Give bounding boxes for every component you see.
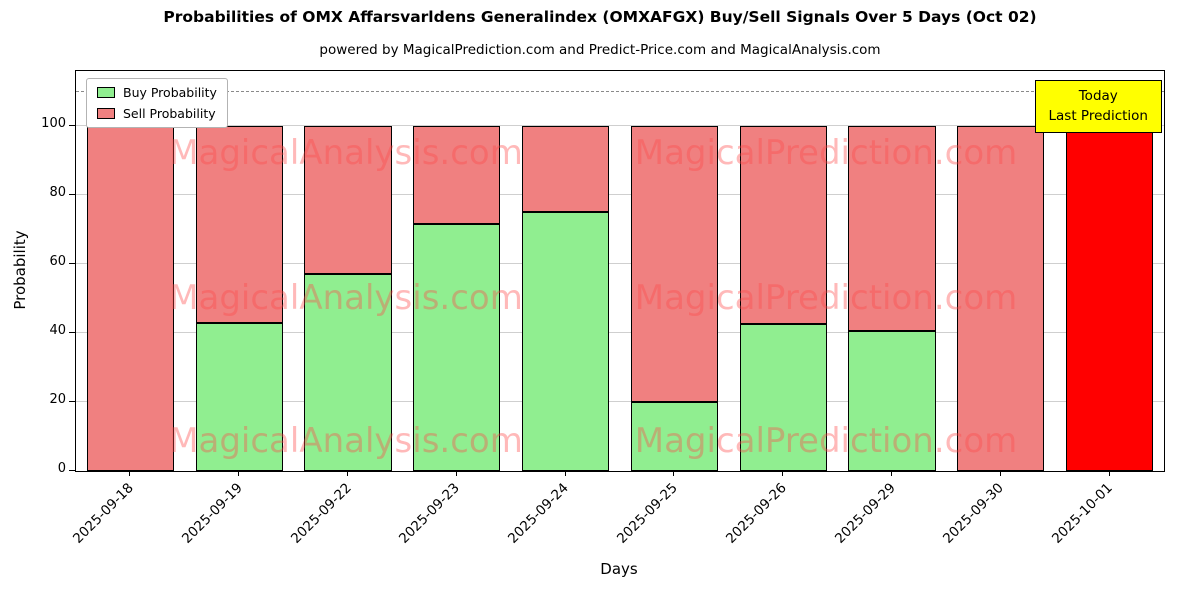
- x-tick-label: 2025-09-23: [396, 480, 464, 547]
- y-axis-label: Probability: [11, 230, 29, 310]
- legend-entry-sell: Sell Probability: [97, 106, 217, 121]
- sell-bar-segment: [86, 126, 174, 471]
- threshold-dashed-line: [76, 90, 1164, 92]
- buy-bar-segment: [848, 331, 936, 471]
- annotation-line-1: Today: [1078, 88, 1118, 104]
- y-tick-label: 80: [49, 185, 66, 201]
- gridline: [76, 125, 1164, 127]
- y-tick-mark: [69, 401, 75, 403]
- gridline: [76, 332, 1164, 334]
- gridline: [76, 194, 1164, 196]
- x-tick-mark: [129, 471, 131, 476]
- annotation-line-2: Last Prediction: [1048, 108, 1148, 125]
- buy-bar-segment: [739, 324, 827, 471]
- x-tick-label: 2025-09-25: [613, 480, 681, 547]
- buy-bar-segment: [522, 212, 610, 471]
- y-tick-mark: [69, 125, 75, 127]
- sell-bar-segment: [630, 126, 718, 403]
- x-axis-label: Days: [600, 560, 638, 578]
- legend: Buy Probability Sell Probability: [86, 78, 228, 128]
- x-tick-mark: [1108, 471, 1110, 476]
- y-tick-mark: [69, 194, 75, 196]
- x-tick-mark: [564, 471, 566, 476]
- legend-entry-buy: Buy Probability: [97, 85, 217, 100]
- x-tick-mark: [673, 471, 675, 476]
- sell-swatch-icon: [97, 108, 115, 119]
- x-tick-mark: [891, 471, 892, 476]
- buy-bar-segment: [413, 224, 501, 471]
- x-tick-mark: [347, 471, 348, 476]
- sell-bar-segment: [413, 126, 501, 225]
- gridline: [76, 263, 1164, 265]
- chart-title: Probabilities of OMX Affarsvarldens Gene…: [163, 8, 1037, 26]
- y-tick-label: 0: [57, 461, 66, 476]
- sell-bar-segment: [195, 126, 283, 323]
- x-tick-mark: [455, 471, 457, 476]
- chart-subtitle: powered by MagicalPrediction.com and Pre…: [319, 42, 881, 58]
- sell-bar-segment: [1066, 126, 1154, 471]
- x-tick-label: 2025-10-01: [1049, 480, 1116, 547]
- legend-label-buy: Buy Probability: [123, 85, 217, 100]
- plot-area: Buy Probability Sell Probability Today L…: [75, 70, 1165, 472]
- buy-bar-segment: [195, 322, 283, 471]
- sell-bar-segment: [739, 126, 827, 325]
- y-tick-mark: [69, 470, 75, 471]
- x-tick-label: 2025-09-24: [505, 480, 572, 547]
- x-tick-label: 2025-09-30: [940, 480, 1008, 547]
- y-tick-mark: [69, 263, 75, 265]
- sell-bar-segment: [848, 126, 936, 332]
- annotation-box: Today Last Prediction: [1034, 80, 1162, 133]
- sell-bar-segment: [522, 126, 610, 213]
- x-tick-label: 2025-09-19: [178, 480, 246, 547]
- x-tick-label: 2025-09-26: [722, 480, 790, 547]
- x-tick-mark: [999, 471, 1001, 476]
- buy-bar-segment: [304, 274, 392, 471]
- sell-bar-segment: [957, 126, 1045, 471]
- y-tick-mark: [69, 332, 75, 334]
- x-tick-mark: [238, 471, 240, 476]
- x-tick-label: 2025-09-18: [69, 480, 137, 547]
- y-tick-label: 100: [41, 116, 66, 132]
- buy-bar-segment: [630, 402, 718, 471]
- y-tick-label: 40: [49, 323, 66, 339]
- legend-label-sell: Sell Probability: [123, 106, 216, 121]
- gridline: [76, 401, 1164, 403]
- x-tick-mark: [782, 471, 784, 476]
- buy-swatch-icon: [97, 87, 115, 98]
- x-tick-label: 2025-09-29: [831, 480, 899, 547]
- sell-bar-segment: [304, 126, 392, 275]
- y-tick-label: 20: [49, 392, 66, 408]
- y-tick-label: 60: [49, 254, 66, 270]
- x-tick-label: 2025-09-22: [287, 480, 355, 547]
